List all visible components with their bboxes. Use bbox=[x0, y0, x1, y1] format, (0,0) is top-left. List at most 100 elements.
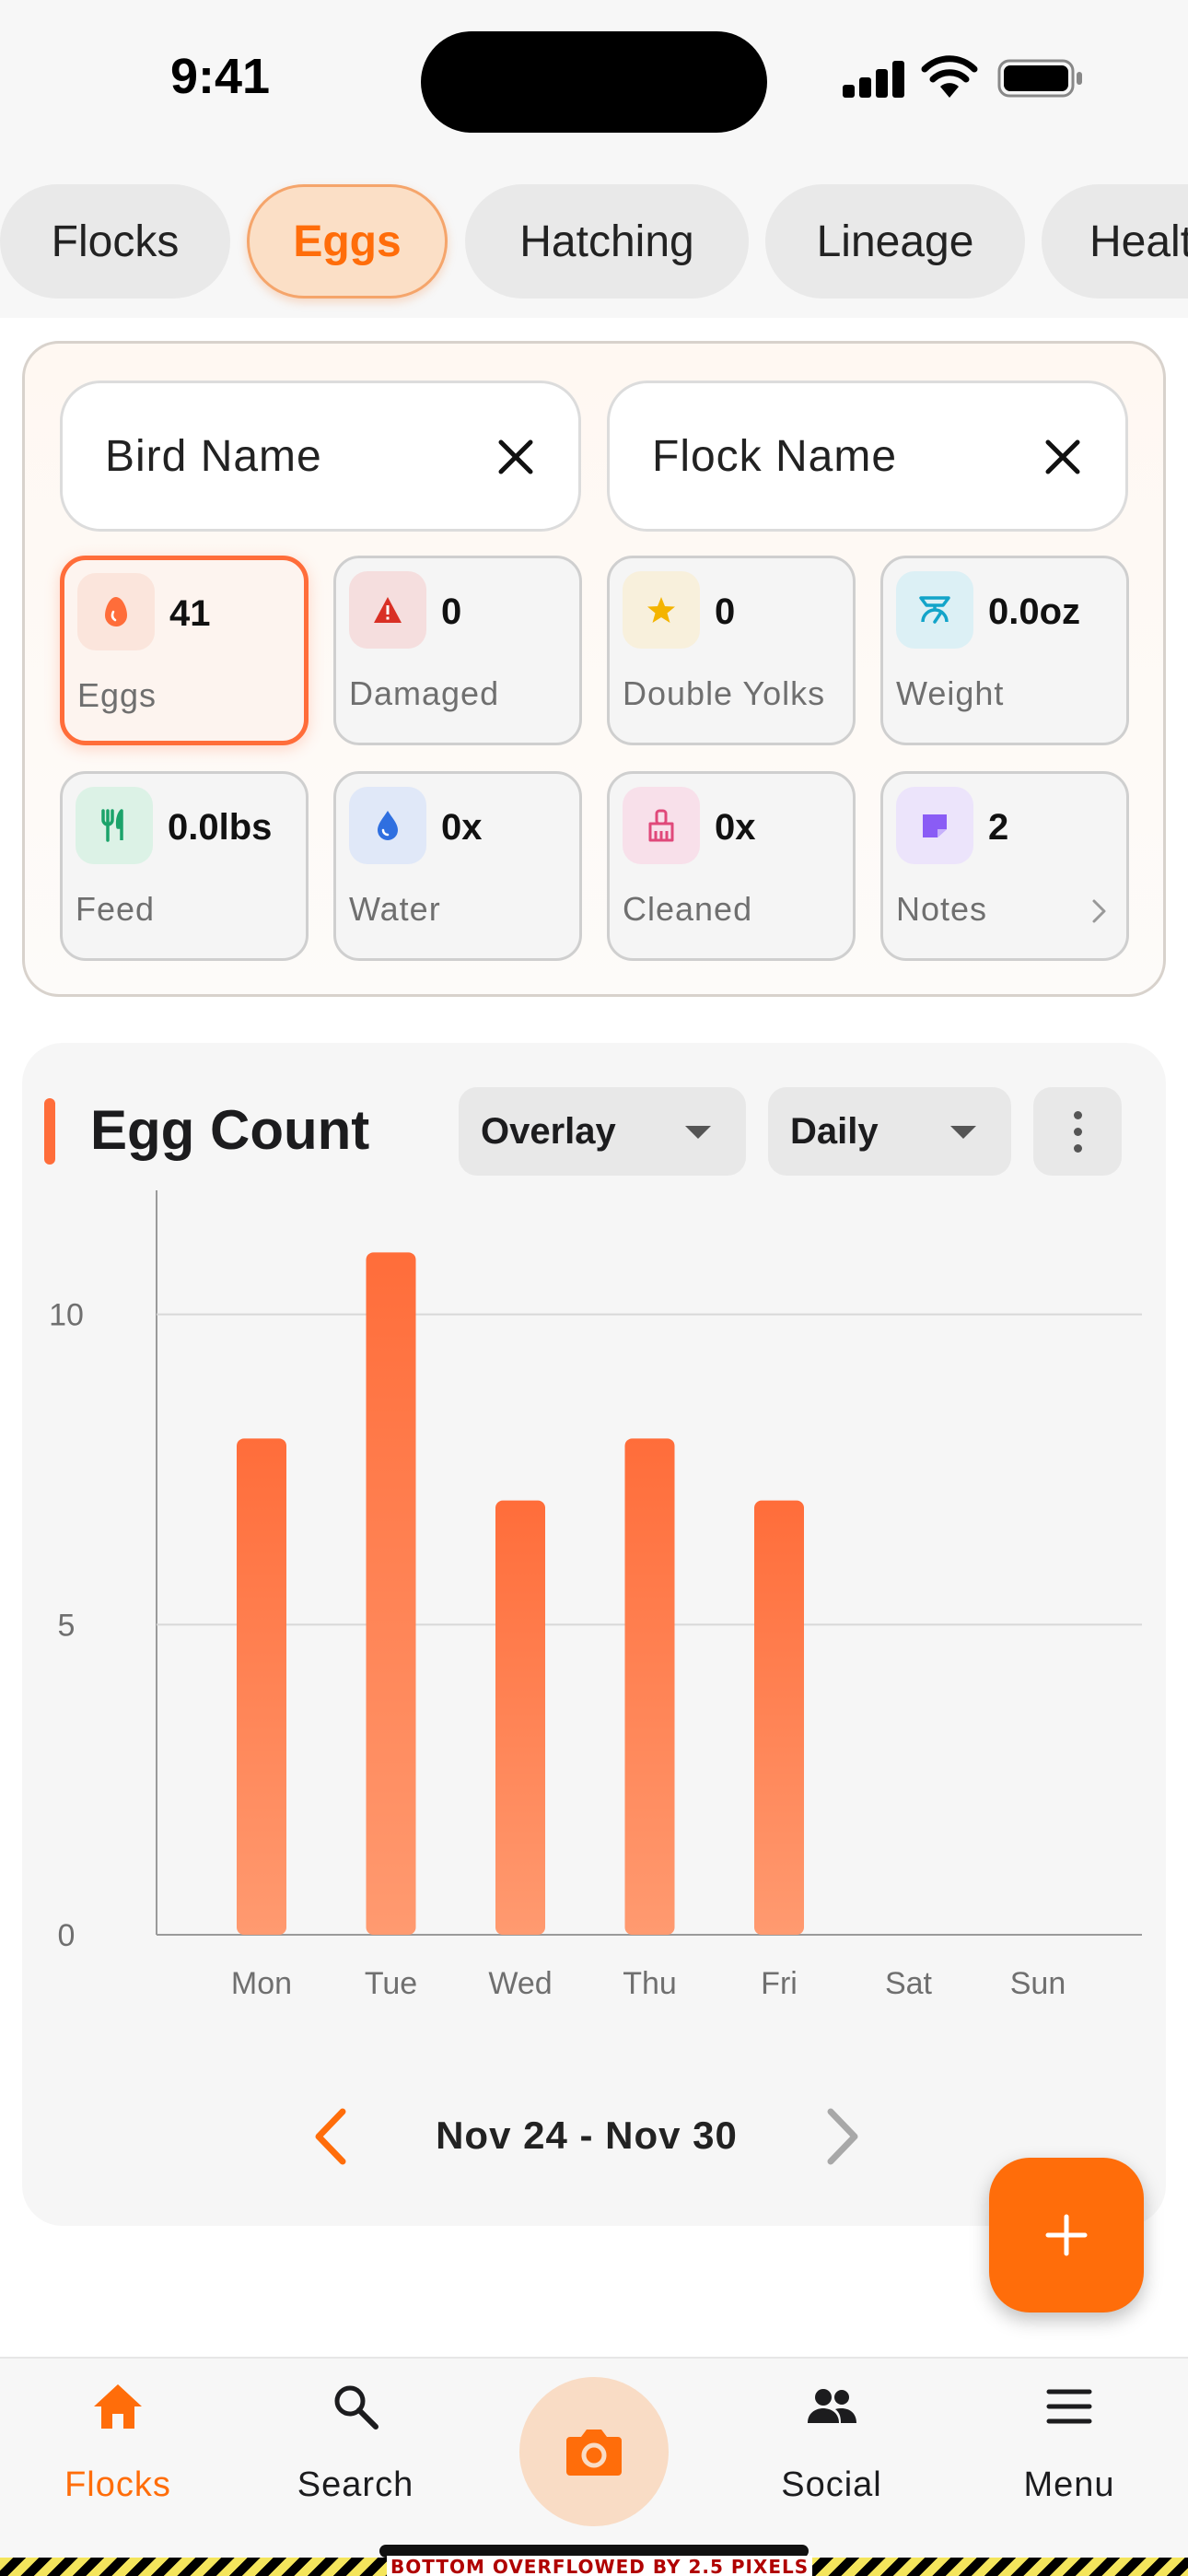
x-tick-label: Sun bbox=[1010, 1966, 1066, 2001]
scale-icon bbox=[896, 571, 973, 649]
nav-search[interactable]: Search bbox=[263, 2371, 448, 2510]
overlay-dropdown[interactable]: Overlay bbox=[459, 1087, 746, 1176]
home-indicator bbox=[379, 2545, 809, 2558]
stat-value: 0x bbox=[441, 807, 483, 848]
egg-icon bbox=[77, 573, 155, 650]
stat-water[interactable]: 0x Water bbox=[333, 771, 582, 961]
tab-hatching[interactable]: Hatching bbox=[465, 184, 749, 299]
y-tick-label: 10 bbox=[49, 1298, 84, 1333]
nav-label: Flocks bbox=[64, 2465, 171, 2504]
bar-tue bbox=[366, 1252, 416, 1935]
flock-name-filter[interactable]: Flock Name bbox=[607, 381, 1128, 532]
plus-icon bbox=[1045, 2214, 1088, 2256]
note-icon bbox=[896, 787, 973, 864]
egg-summary-card: Bird Name Flock Name 41 Eggs 0 Damaged 0… bbox=[22, 341, 1166, 997]
bar-wed bbox=[495, 1500, 545, 1935]
stat-value: 2 bbox=[988, 807, 1009, 848]
broom-icon bbox=[623, 787, 700, 864]
stat-label: Eggs bbox=[77, 676, 157, 714]
x-tick-label: Fri bbox=[761, 1966, 798, 2001]
camera-button[interactable] bbox=[519, 2377, 669, 2526]
stat-label: Notes bbox=[896, 890, 988, 928]
overflow-debug-banner: BOTTOM OVERFLOWED BY 2.5 PIXELS bbox=[0, 2556, 1188, 2576]
dynamic-island bbox=[421, 31, 767, 133]
stat-double-yolks[interactable]: 0 Double Yolks bbox=[607, 556, 856, 745]
caret-down-icon bbox=[685, 1126, 711, 1139]
tab-eggs[interactable]: Eggs bbox=[247, 184, 448, 299]
bar-thu bbox=[624, 1438, 675, 1935]
camera-icon bbox=[566, 2430, 622, 2476]
y-tick-label: 0 bbox=[58, 1918, 76, 1953]
bar-fri bbox=[754, 1500, 804, 1935]
nav-label: Menu bbox=[1023, 2465, 1115, 2504]
chart-title: Egg Count bbox=[90, 1099, 370, 1161]
battery-icon bbox=[997, 59, 1082, 98]
egg-count-bar-chart: 0 5 10 Mon Tue Wed Thu Fri Sat Sun bbox=[49, 1190, 1142, 2001]
people-icon bbox=[808, 2389, 856, 2423]
x-tick-label: Wed bbox=[488, 1966, 552, 2001]
overlay-dropdown-value: Overlay bbox=[481, 1111, 616, 1152]
more-options-button[interactable] bbox=[1033, 1087, 1122, 1176]
bird-name-filter[interactable]: Bird Name bbox=[60, 381, 581, 532]
title-accent-bar bbox=[44, 1098, 55, 1165]
nav-label: Search bbox=[297, 2465, 414, 2504]
more-vert-icon bbox=[1074, 1111, 1082, 1119]
stat-label: Weight bbox=[896, 674, 1005, 712]
tab-lineage[interactable]: Lineage bbox=[765, 184, 1025, 299]
tab-flocks[interactable]: Flocks bbox=[0, 184, 230, 299]
stat-weight[interactable]: 0.0oz Weight bbox=[880, 556, 1129, 745]
stat-eggs[interactable]: 41 Eggs bbox=[60, 556, 309, 745]
x-tick-label: Sat bbox=[885, 1966, 933, 2001]
cellular-signal-icon bbox=[843, 59, 905, 98]
nav-menu[interactable]: Menu bbox=[977, 2371, 1161, 2510]
utensils-icon bbox=[76, 787, 153, 864]
date-range-label: Nov 24 - Nov 30 bbox=[436, 2113, 738, 2157]
status-time: 9:41 bbox=[170, 49, 271, 104]
nav-label: Social bbox=[781, 2465, 882, 2504]
caret-down-icon bbox=[950, 1126, 976, 1139]
status-bar: 9:41 bbox=[0, 0, 1188, 157]
stat-value: 0 bbox=[715, 591, 736, 632]
close-icon[interactable] bbox=[1041, 435, 1085, 479]
next-week-button[interactable] bbox=[820, 2104, 866, 2169]
search-icon bbox=[334, 2385, 379, 2430]
x-tick-label: Tue bbox=[365, 1966, 417, 2001]
bird-name-label: Bird Name bbox=[105, 432, 322, 481]
bottom-navigation: Flocks Search Social Menu bbox=[0, 2357, 1188, 2576]
y-tick-label: 5 bbox=[58, 1608, 76, 1643]
stat-feed[interactable]: 0.0lbs Feed bbox=[60, 771, 309, 961]
add-entry-fab[interactable] bbox=[989, 2158, 1144, 2313]
water-drop-icon bbox=[349, 787, 426, 864]
nav-flocks[interactable]: Flocks bbox=[26, 2371, 210, 2510]
stat-notes[interactable]: 2 Notes bbox=[880, 771, 1129, 961]
period-dropdown[interactable]: Daily bbox=[768, 1087, 1011, 1176]
previous-week-button[interactable] bbox=[308, 2104, 354, 2169]
bar-mon bbox=[237, 1438, 286, 1935]
x-tick-label: Thu bbox=[623, 1966, 677, 2001]
stat-cleaned[interactable]: 0x Cleaned bbox=[607, 771, 856, 961]
stat-damaged[interactable]: 0 Damaged bbox=[333, 556, 582, 745]
stat-value: 0 bbox=[441, 591, 462, 632]
nav-social[interactable]: Social bbox=[740, 2371, 924, 2510]
stat-value: 0x bbox=[715, 807, 756, 848]
stat-label: Cleaned bbox=[623, 890, 753, 928]
home-icon bbox=[94, 2384, 142, 2429]
stat-value: 0.0lbs bbox=[168, 807, 273, 848]
egg-count-chart-card: Egg Count Overlay Daily 0 5 10 Mon Tue Wed Thu… bbox=[22, 1043, 1166, 2226]
x-tick-label: Mon bbox=[231, 1966, 292, 2001]
period-dropdown-value: Daily bbox=[790, 1111, 879, 1152]
star-icon bbox=[623, 571, 700, 649]
menu-icon bbox=[1046, 2389, 1092, 2424]
chevron-right-icon bbox=[1092, 899, 1106, 923]
section-tabs: Flocks Eggs Hatching Lineage Healt bbox=[0, 157, 1188, 318]
stat-label: Double Yolks bbox=[623, 674, 826, 712]
close-icon[interactable] bbox=[494, 435, 538, 479]
tab-health[interactable]: Healt bbox=[1042, 184, 1188, 299]
stat-label: Water bbox=[349, 890, 441, 928]
flock-name-label: Flock Name bbox=[652, 432, 898, 481]
warning-icon bbox=[349, 571, 426, 649]
stat-value: 41 bbox=[169, 593, 211, 634]
overflow-debug-text: BOTTOM OVERFLOWED BY 2.5 PIXELS bbox=[387, 2556, 813, 2576]
wifi-icon bbox=[921, 55, 978, 98]
stat-label: Feed bbox=[76, 890, 156, 928]
